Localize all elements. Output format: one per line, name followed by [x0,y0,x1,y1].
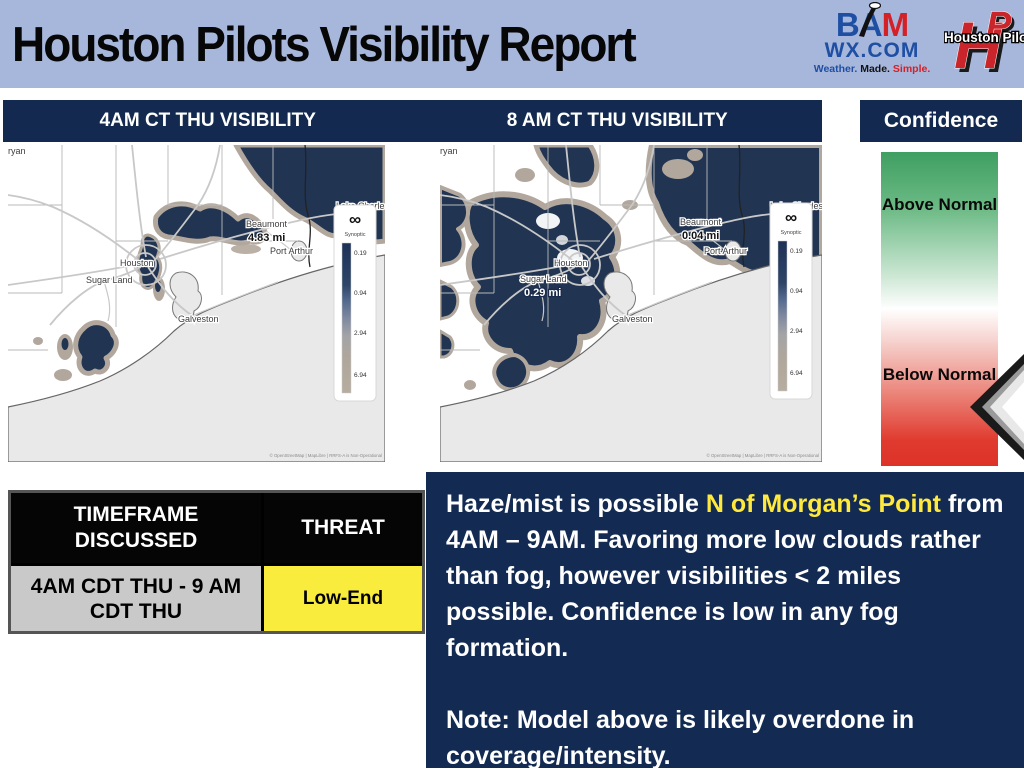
discussion-note: Note: Model above is likely overdone in … [446,706,915,770]
svg-text:6.94: 6.94 [354,372,367,379]
svg-text:0.19: 0.19 [790,248,803,255]
houston-pilots-logo: H P H P Houston Pilots [944,2,1024,87]
svg-text:0.19: 0.19 [354,250,367,257]
bamwx-tagline: Weather. Made. Simple. [813,63,931,75]
label-port-arthur: Port Arthur [270,246,313,256]
discussion-paragraph: Haze/mist is possible N of Morgan’s Poin… [446,490,1004,662]
visibility-value-beaumont: 0.04 mi [682,230,719,242]
city-labels-map2: Bryan Houston Sugar Land Galveston Beaum… [440,145,822,325]
county-lines [8,145,298,351]
legend-label: Synoptic [780,230,801,236]
map1-title: 4AM CT THU VISIBILITY [99,110,316,131]
label-sugar-land: Sugar Land [86,275,133,285]
label-sugar-land: Sugar Land [520,274,567,284]
bamwx-wordmark: BAM [797,2,947,41]
svg-text:2.94: 2.94 [354,330,367,337]
visibility-value-label: 4.83 mi [248,232,285,244]
label-beaumont: Beaumont [246,219,288,229]
map-attribution: © OpenStreetMap | MapLibre | RRFS-A is N… [707,453,819,458]
label-port-arthur: Port Arthur [704,246,747,256]
map-legend: ∞ Synoptic 0.19 0.94 2.94 6.94 [333,204,377,402]
confidence-below-label: Below Normal [882,365,997,384]
visibility-map-4am: Bryan Houston Sugar Land Galveston Beaum… [8,145,385,462]
confidence-above-label: Above Normal [881,195,998,214]
label-bryan: Bryan [440,146,458,156]
visibility-value-houston: 0.29 mi [524,287,561,299]
svg-text:0.94: 0.94 [790,288,803,295]
page-title: Houston Pilots Visibility Report [12,16,637,72]
legend-label: Synoptic [344,232,365,238]
highlight-morgans-point: N of Morgan’s Point [705,490,941,518]
label-galveston: Galveston [612,314,653,324]
bam-letter-m: M [881,6,909,43]
confidence-title: Confidence [860,100,1022,142]
state-border [738,145,745,268]
discussion-panel: Haze/mist is possible N of Morgan’s Poin… [426,472,1024,770]
state-border [304,145,311,268]
tornado-icon [859,2,881,37]
map-attribution: © OpenStreetMap | MapLibre | RRFS-A is N… [270,453,382,458]
svg-text:H: H [958,12,1007,86]
timeframe-value: 4AM CDT THU - 9 AM CDT THU [11,566,261,631]
bamwx-logo: BAM WX.COM Weather. Made. Simple. [797,2,947,82]
svg-text:2.94: 2.94 [790,328,803,335]
map-legend: ∞ Synoptic 0.19 0.94 2.94 6.94 [769,202,813,400]
hp-logo-name: Houston Pilots [944,30,1024,45]
threat-table-row: 4AM CDT THU - 9 AM CDT THU Low-End [11,563,422,631]
header-band: Houston Pilots Visibility Report BAM WX.… [0,0,1024,88]
hp-monogram-p: P [986,5,1012,47]
legend-infinity-icon: ∞ [785,208,797,227]
threat-table-header: TIMEFRAME DISCUSSED THREAT [11,493,422,564]
visibility-map-8am: Bryan Houston Sugar Land Galveston Beaum… [440,145,822,462]
threat-value-badge: Low-End [261,566,422,631]
header-threat: THREAT [261,493,422,564]
confidence-arrow-icon [960,352,1024,462]
galveston-bay [603,271,636,322]
label-houston: Houston [120,258,154,268]
svg-text:P: P [989,8,1015,50]
legend-infinity-icon: ∞ [349,210,361,229]
galveston-bay [169,271,202,322]
bam-letter-b: B [835,6,860,43]
bamwx-domain: WX.COM [824,39,920,62]
map-titles-bar: 4AM CT THU VISIBILITY 8 AM CT THU VISIBI… [3,100,822,142]
label-beaumont: Beaumont [680,217,722,227]
map2-title: 8 AM CT THU VISIBILITY [506,110,728,131]
label-bryan: Bryan [8,146,26,156]
threat-table: TIMEFRAME DISCUSSED THREAT 4AM CDT THU -… [8,490,425,634]
county-lines [440,145,732,351]
label-galveston: Galveston [178,314,219,324]
svg-text:6.94: 6.94 [790,370,803,377]
header-timeframe: TIMEFRAME DISCUSSED [73,502,199,553]
svg-text:0.94: 0.94 [354,290,367,297]
label-houston: Houston [554,258,588,268]
hp-monogram-h: H [954,8,1003,82]
